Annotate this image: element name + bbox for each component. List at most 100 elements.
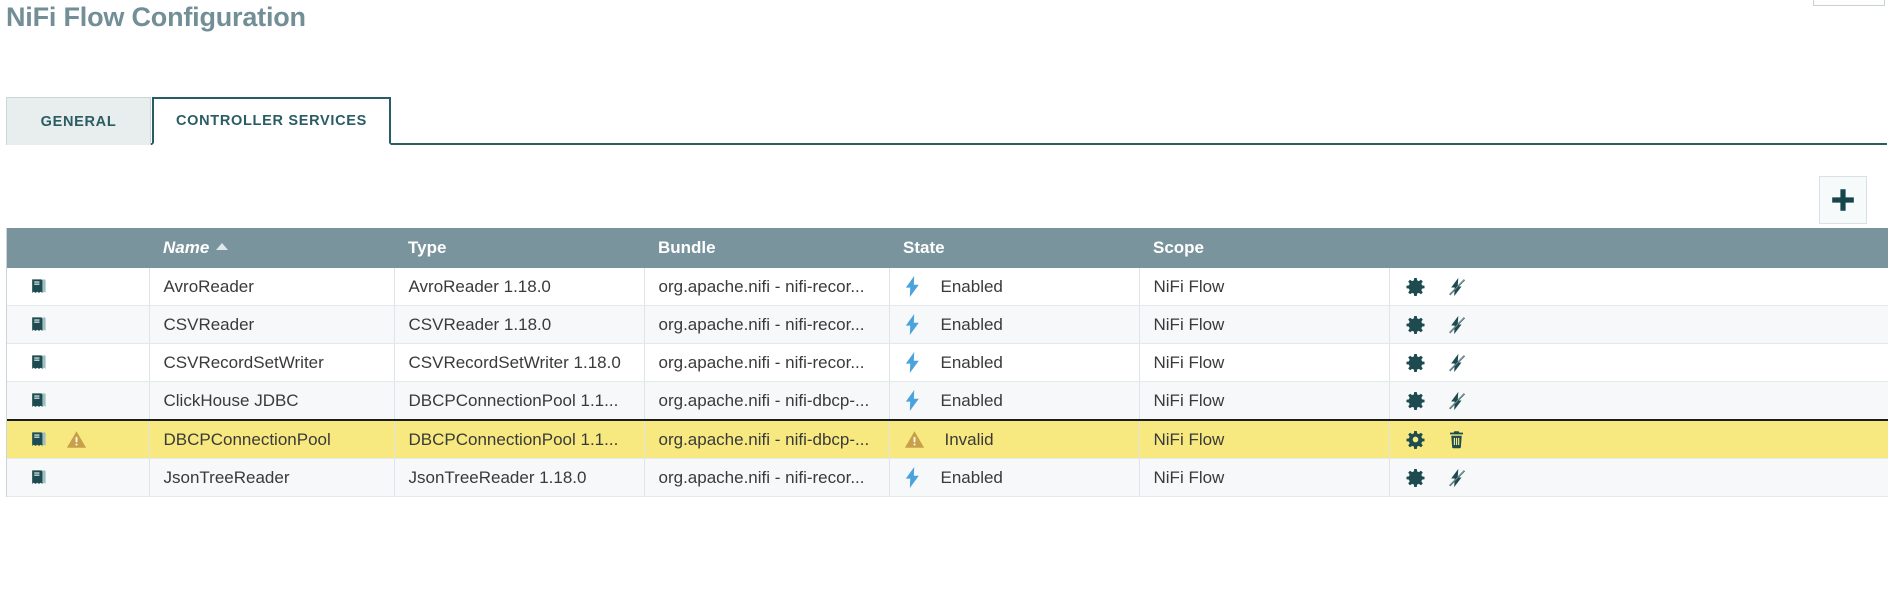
row-icon-cell bbox=[7, 268, 150, 306]
table-row[interactable]: CSVReader CSVReader 1.18.0 org.apache.nifi… bbox=[7, 305, 1888, 344]
cell-type: CSVRecordSetWriter 1.18.0 bbox=[394, 343, 645, 382]
add-controller-service-button[interactable] bbox=[1819, 176, 1867, 224]
state-label: Enabled bbox=[940, 390, 1003, 410]
gear-icon[interactable] bbox=[1405, 277, 1425, 296]
disable-icon[interactable] bbox=[1447, 353, 1467, 373]
page-title: NiFi Flow Configuration bbox=[6, 2, 306, 32]
table-row[interactable]: DBCPConnectionPool DBCPConnectionPool 1.1… bbox=[7, 419, 1888, 459]
sort-ascending-arrow-icon bbox=[216, 243, 229, 250]
lightning-bolt-icon bbox=[904, 352, 921, 373]
cell-scope: NiFi Flow bbox=[1139, 458, 1390, 497]
cell-type: AvroReader 1.18.0 bbox=[394, 268, 645, 306]
cell-actions bbox=[1389, 381, 1888, 421]
window-corner-stub bbox=[1813, 0, 1885, 6]
column-header-name[interactable]: Name bbox=[149, 228, 394, 268]
tab-controller-services[interactable]: CONTROLLER SERVICES bbox=[152, 97, 391, 145]
cell-actions bbox=[1389, 268, 1888, 306]
cell-name: CSVRecordSetWriter bbox=[149, 343, 395, 382]
column-header-icon bbox=[7, 228, 149, 268]
cell-scope: NiFi Flow bbox=[1139, 268, 1390, 306]
cell-name: JsonTreeReader bbox=[149, 458, 395, 497]
warning-triangle-icon bbox=[904, 429, 925, 450]
cell-state: Enabled bbox=[889, 268, 1140, 306]
gear-icon[interactable] bbox=[1405, 468, 1425, 487]
disable-icon[interactable] bbox=[1447, 468, 1467, 488]
cell-type: DBCPConnectionPool 1.1... bbox=[394, 381, 645, 421]
plus-icon bbox=[1829, 186, 1857, 214]
lightning-bolt-icon bbox=[904, 467, 921, 488]
cell-actions bbox=[1389, 305, 1888, 344]
row-icon-cell bbox=[7, 343, 150, 382]
state-label: Enabled bbox=[940, 467, 1003, 487]
table-row[interactable]: JsonTreeReader JsonTreeReader 1.18.0 org.a… bbox=[7, 458, 1888, 497]
state-label: Invalid bbox=[944, 429, 994, 449]
cell-bundle: org.apache.nifi - nifi-recor... bbox=[644, 305, 890, 344]
cell-type: JsonTreeReader 1.18.0 bbox=[394, 458, 645, 497]
cell-bundle: org.apache.nifi - nifi-dbcp-... bbox=[644, 381, 890, 421]
row-icon-cell bbox=[7, 381, 150, 421]
disable-icon[interactable] bbox=[1447, 277, 1467, 297]
cell-state: Enabled bbox=[889, 343, 1140, 382]
cell-type: CSVReader 1.18.0 bbox=[394, 305, 645, 344]
gear-icon[interactable] bbox=[1405, 353, 1425, 372]
table-header-row: Name Type Bundle State Scope bbox=[7, 228, 1888, 268]
column-header-actions bbox=[1389, 228, 1888, 268]
cell-name: DBCPConnectionPool bbox=[149, 419, 395, 459]
gear-icon[interactable] bbox=[1405, 315, 1425, 334]
cell-state: Enabled bbox=[889, 458, 1140, 497]
table-row[interactable]: AvroReader AvroReader 1.18.0 org.apache.ni… bbox=[7, 268, 1888, 306]
row-icon-cell bbox=[7, 305, 150, 344]
cell-name: CSVReader bbox=[149, 305, 395, 344]
column-header-bundle[interactable]: Bundle bbox=[644, 228, 889, 268]
book-icon[interactable] bbox=[29, 430, 48, 449]
cell-name: ClickHouse JDBC bbox=[149, 381, 395, 421]
state-label: Enabled bbox=[940, 352, 1003, 372]
cell-actions bbox=[1389, 419, 1888, 459]
cell-bundle: org.apache.nifi - nifi-recor... bbox=[644, 343, 890, 382]
trash-icon[interactable] bbox=[1447, 430, 1466, 449]
cell-scope: NiFi Flow bbox=[1139, 381, 1390, 421]
column-header-scope[interactable]: Scope bbox=[1139, 228, 1389, 268]
tab-underline bbox=[6, 143, 1887, 145]
column-header-type[interactable]: Type bbox=[394, 228, 644, 268]
disable-icon[interactable] bbox=[1447, 391, 1467, 411]
cell-scope: NiFi Flow bbox=[1139, 419, 1390, 459]
cell-name: AvroReader bbox=[149, 268, 395, 306]
gear-icon[interactable] bbox=[1405, 430, 1425, 449]
cell-state: Enabled bbox=[889, 305, 1140, 344]
lightning-bolt-icon bbox=[904, 314, 921, 335]
cell-bundle: org.apache.nifi - nifi-recor... bbox=[644, 268, 890, 306]
state-label: Enabled bbox=[940, 276, 1003, 296]
controller-services-table: Name Type Bundle State Scope AvroReader A… bbox=[6, 228, 1888, 497]
lightning-bolt-icon bbox=[904, 276, 921, 297]
tab-bar: GENERAL CONTROLLER SERVICES bbox=[6, 97, 1887, 145]
gear-icon[interactable] bbox=[1405, 391, 1425, 410]
book-icon[interactable] bbox=[29, 391, 48, 410]
cell-type: DBCPConnectionPool 1.1... bbox=[394, 419, 645, 459]
column-header-name-label: Name bbox=[163, 238, 210, 257]
cell-state: Invalid bbox=[889, 419, 1140, 459]
warning-triangle-icon[interactable] bbox=[66, 429, 87, 450]
cell-state: Enabled bbox=[889, 381, 1140, 421]
cell-scope: NiFi Flow bbox=[1139, 343, 1390, 382]
row-icon-cell bbox=[7, 419, 150, 459]
tab-general[interactable]: GENERAL bbox=[6, 97, 151, 145]
book-icon[interactable] bbox=[29, 468, 48, 487]
lightning-bolt-icon bbox=[904, 390, 921, 411]
table-row[interactable]: CSVRecordSetWriter CSVRecordSetWriter 1.1… bbox=[7, 343, 1888, 382]
column-header-state[interactable]: State bbox=[889, 228, 1139, 268]
cell-bundle: org.apache.nifi - nifi-recor... bbox=[644, 458, 890, 497]
cell-actions bbox=[1389, 458, 1888, 497]
cell-actions bbox=[1389, 343, 1888, 382]
book-icon[interactable] bbox=[29, 353, 48, 372]
book-icon[interactable] bbox=[29, 277, 48, 296]
book-icon[interactable] bbox=[29, 315, 48, 334]
row-icon-cell bbox=[7, 458, 150, 497]
table-body: AvroReader AvroReader 1.18.0 org.apache.ni… bbox=[7, 268, 1888, 497]
state-label: Enabled bbox=[940, 314, 1003, 334]
disable-icon[interactable] bbox=[1447, 315, 1467, 335]
cell-bundle: org.apache.nifi - nifi-dbcp-... bbox=[644, 419, 890, 459]
cell-scope: NiFi Flow bbox=[1139, 305, 1390, 344]
table-row[interactable]: ClickHouse JDBC DBCPConnectionPool 1.1...… bbox=[7, 381, 1888, 421]
